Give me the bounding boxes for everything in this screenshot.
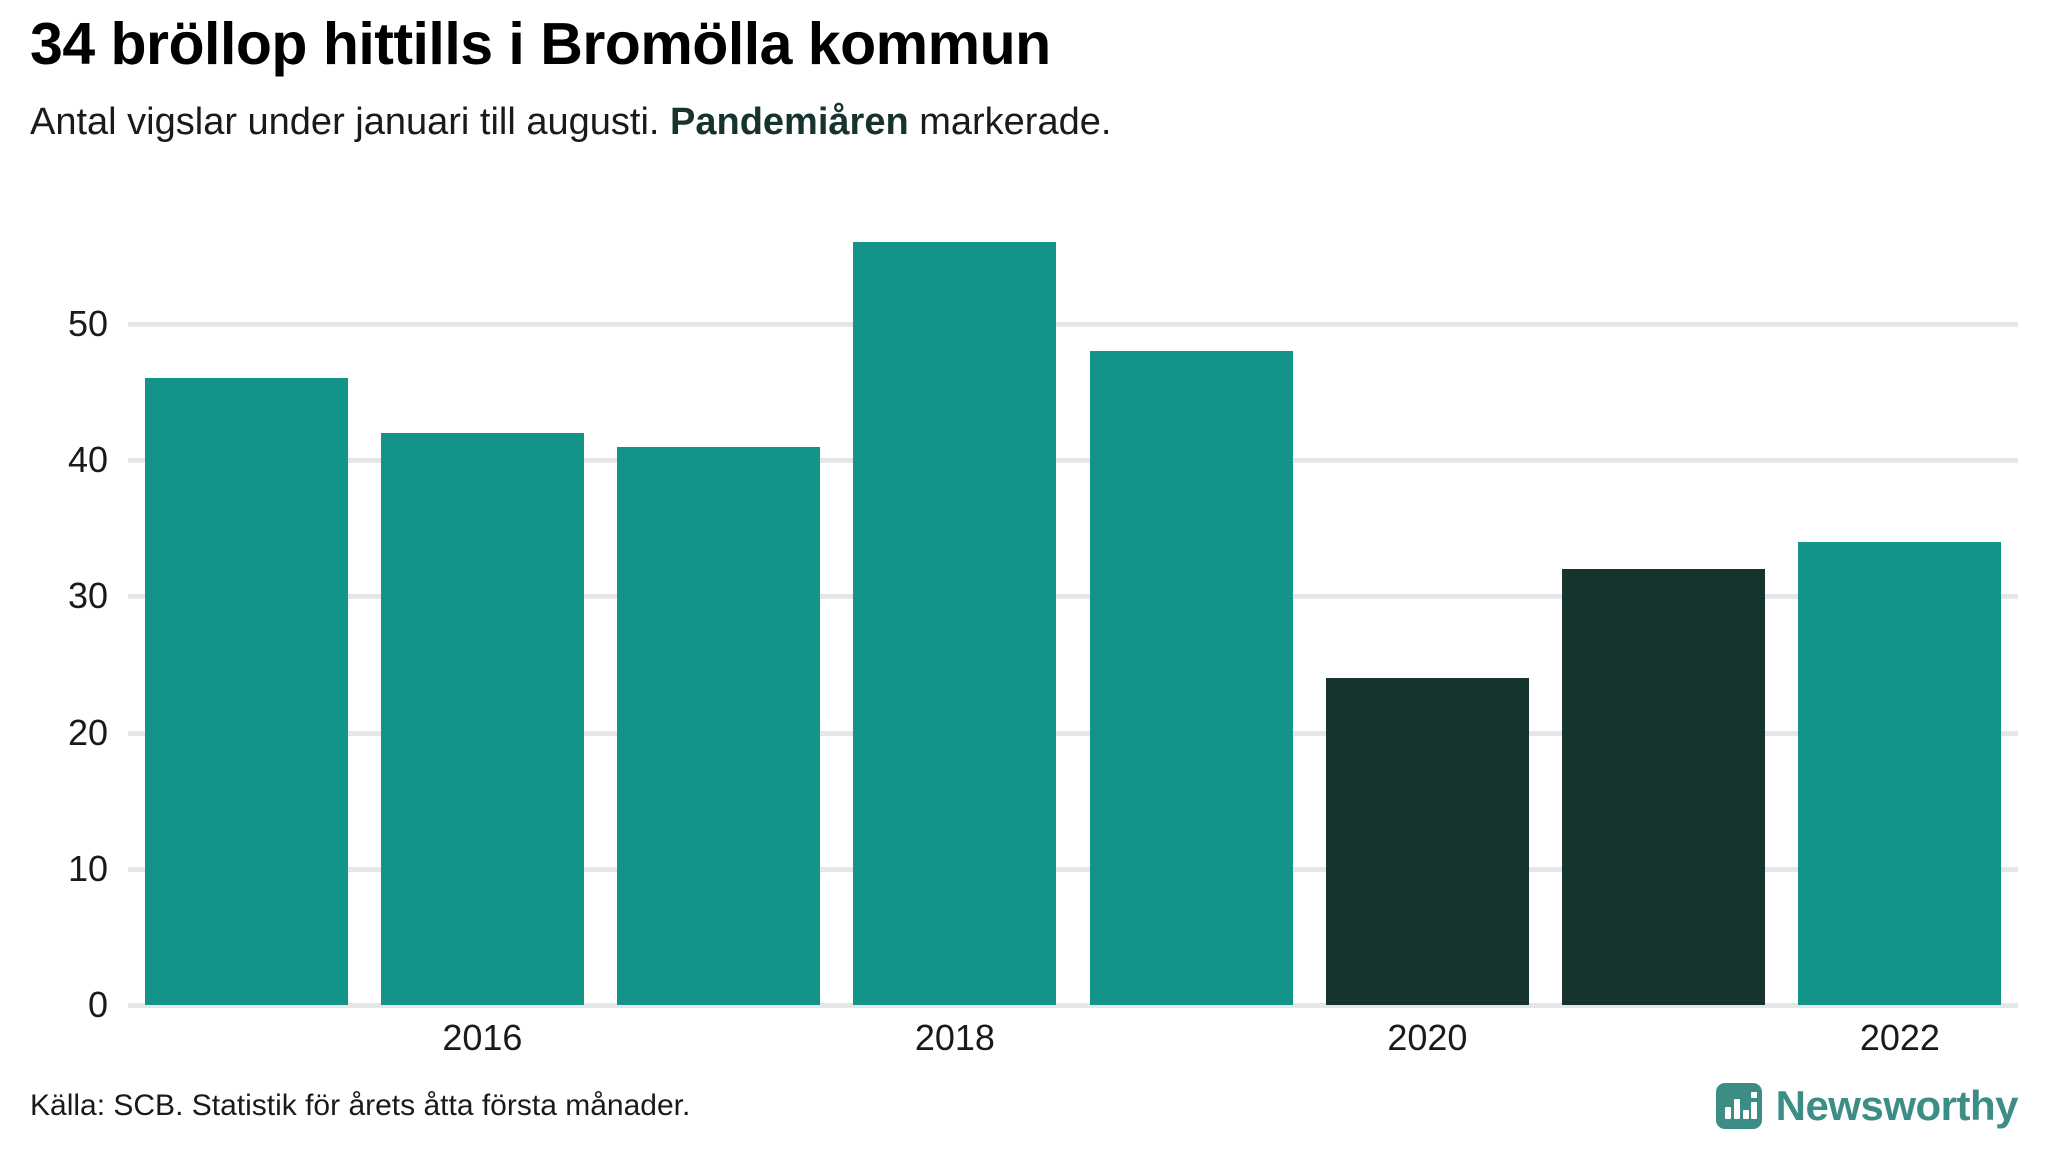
gridline: [128, 594, 2018, 600]
x-axis-tick-blank: [1073, 1020, 1309, 1060]
bar-2021[interactable]: [1562, 569, 1766, 1005]
brand-name-label: Newsworthy: [1775, 1082, 2019, 1129]
x-axis-tick-label-2022: 2022: [1859, 1017, 1940, 1058]
chart-header: 34 bröllop hittills i Bromölla kommun An…: [30, 0, 2018, 144]
y-axis-tick-label: 40: [67, 439, 108, 481]
bar-2016[interactable]: [380, 432, 584, 1005]
subtitle-text-after: markerade.: [908, 100, 1112, 143]
bar-2015[interactable]: [144, 378, 348, 1005]
newsworthy-logo[interactable]: Newsworthy: [1715, 1082, 2019, 1129]
bar-slot: [1309, 215, 1545, 1005]
x-axis-tick-blank: [1546, 1020, 1782, 1060]
y-axis-tick-label: 30: [67, 575, 108, 617]
x-axis-tick-blank: [601, 1020, 837, 1060]
chart-footer: Källa: SCB. Statistik för årets åtta för…: [30, 1078, 2019, 1134]
bar-slot: [364, 215, 600, 1005]
page-title: 34 bröllop hittills i Bromölla kommun: [30, 11, 1051, 77]
bar-slot: [601, 215, 837, 1005]
x-axis-tick-label-2018: 2018: [914, 1017, 995, 1058]
bar-2017[interactable]: [617, 446, 821, 1005]
bar-chart-logo-icon: [1715, 1083, 1762, 1129]
bar-2020[interactable]: [1325, 678, 1529, 1005]
x-axis-tick-label-2020: 2020: [1387, 1017, 1468, 1058]
chart-plot-area: 0 10 20 30 40 50: [30, 215, 2018, 1023]
x-axis-tick-label-2016: 2016: [442, 1017, 523, 1058]
x-axis-tick-labels: 2016 2018 2020 2022: [128, 1020, 2018, 1060]
source-note: Källa: SCB. Statistik för årets åtta för…: [30, 1089, 691, 1122]
chart-gridlines: [128, 215, 2018, 1008]
y-axis-tick-label: 50: [67, 302, 108, 344]
bar-slot: [1782, 215, 2018, 1005]
gridline: [128, 1003, 2018, 1008]
chart-subtitle: Antal vigslar under januari till augusti…: [30, 76, 2018, 144]
subtitle-highlight: Pandemiåren: [670, 100, 909, 143]
bar-slot: [837, 215, 1073, 1005]
x-axis-tick-blank: [128, 1020, 364, 1060]
gridline: [128, 458, 2018, 464]
gridline: [128, 730, 2018, 736]
bar-slot: [1546, 215, 1782, 1005]
bar-slot: [128, 215, 364, 1005]
y-axis-tick-label: 0: [87, 984, 108, 1025]
bar-2019[interactable]: [1089, 351, 1293, 1005]
subtitle-text-before: Antal vigslar under januari till augusti…: [30, 100, 671, 143]
gridline: [128, 321, 2018, 327]
bar-2022[interactable]: [1798, 541, 2002, 1005]
bar-2018[interactable]: [853, 242, 1057, 1005]
bar-slot: [1073, 215, 1309, 1005]
y-axis-tick-label: 10: [67, 847, 108, 889]
y-axis-tick-label: 20: [67, 711, 108, 753]
chart-bars: [128, 215, 2018, 1005]
gridline: [128, 866, 2018, 872]
